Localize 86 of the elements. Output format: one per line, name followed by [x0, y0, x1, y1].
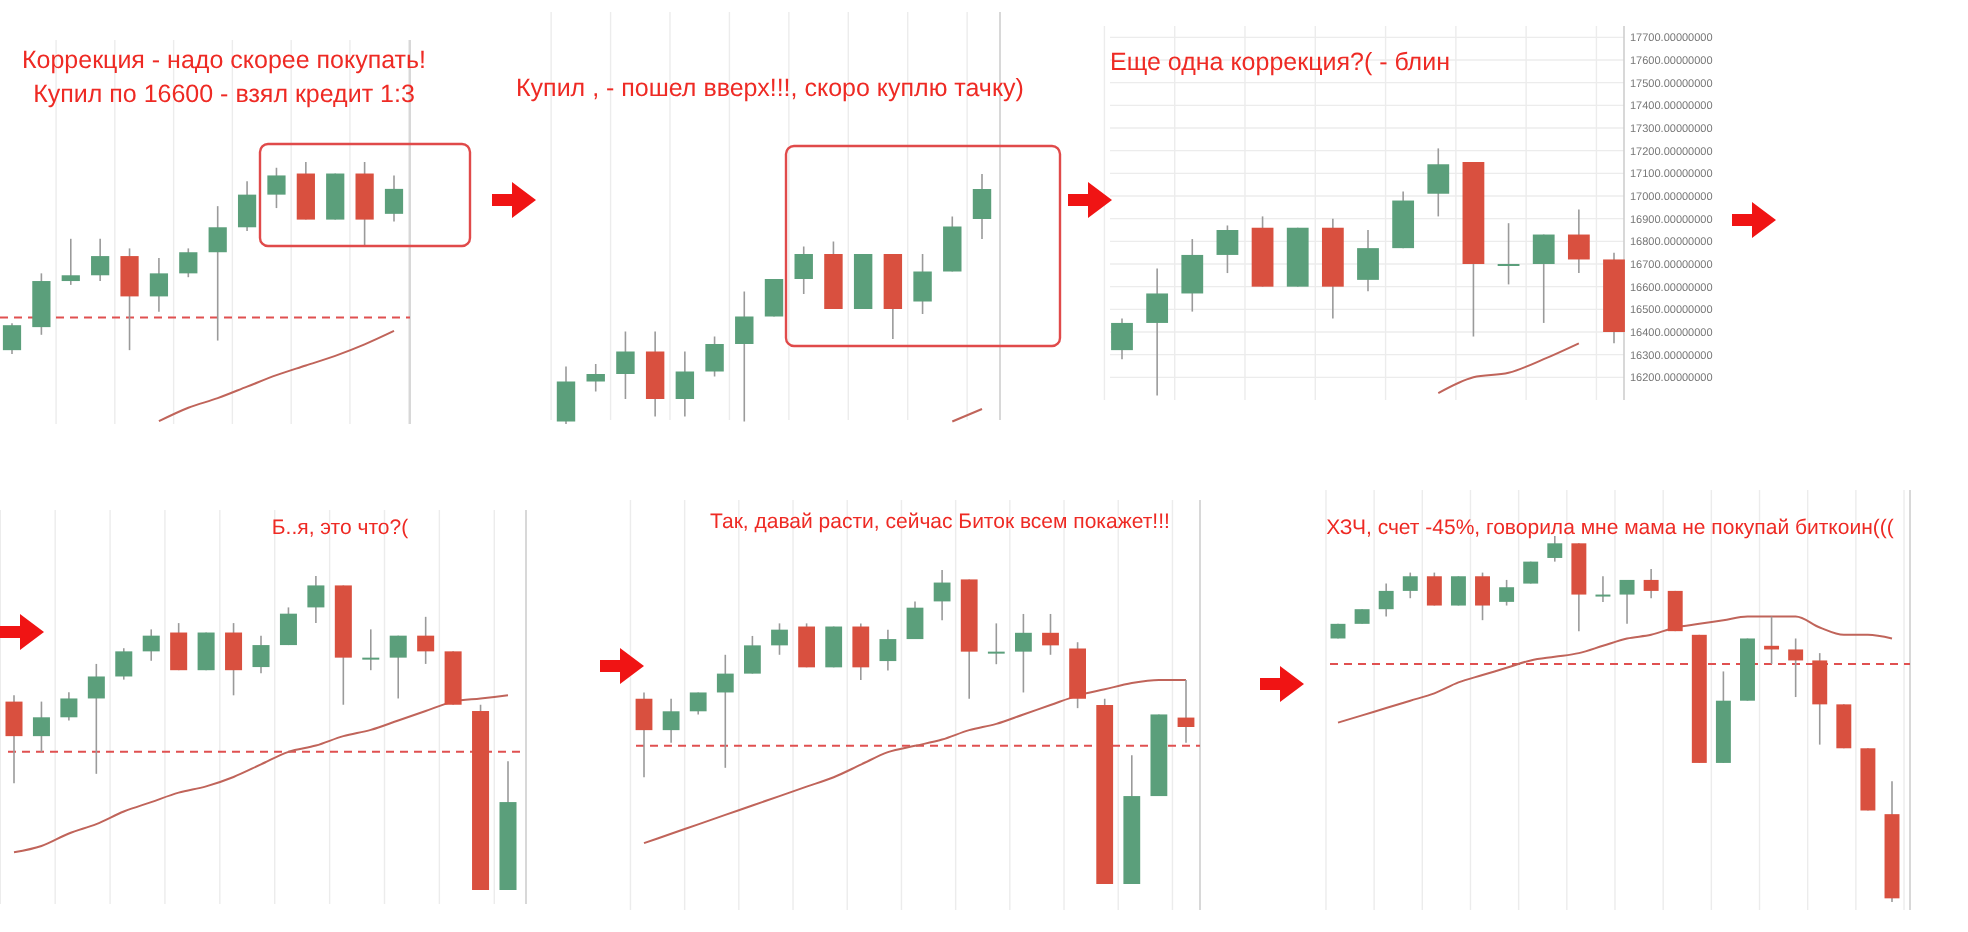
candlestick	[384, 174, 404, 223]
candlestick	[1812, 652, 1828, 746]
candlestick	[1378, 582, 1394, 618]
candlestick	[1547, 535, 1563, 563]
candlestick	[87, 663, 105, 775]
line-series	[1437, 342, 1580, 395]
candlestick	[798, 622, 815, 669]
candlestick	[326, 172, 345, 221]
candlestick	[296, 161, 315, 221]
candlestick	[1357, 229, 1379, 292]
candlestick	[879, 628, 897, 672]
candlestick	[1595, 575, 1611, 603]
candlestick	[933, 569, 951, 622]
candlestick	[279, 606, 297, 646]
chart-title: Купил , - пошел вверх!!!, скоро куплю тачку)	[516, 74, 1024, 102]
chart-title: Так, давай расти, сейчас Биток всем покажет!!!	[710, 510, 1170, 534]
chart-title: ХЗЧ, счет -45%, говорила мне мама не покупай биткоин(((	[1326, 516, 1895, 540]
candlestick	[972, 173, 992, 240]
candlestick	[913, 253, 932, 315]
candlestick	[852, 622, 870, 681]
candlestick	[1177, 679, 1195, 744]
candlestick	[1532, 233, 1555, 324]
candlestick	[91, 238, 110, 282]
candlestick	[362, 628, 380, 671]
chart-title: Б..я, это что?(	[271, 516, 410, 540]
candlestick	[5, 694, 23, 785]
candlestick	[1015, 613, 1032, 694]
candlestick	[1146, 267, 1169, 397]
candlestick	[1499, 579, 1515, 607]
candlestick	[616, 330, 635, 400]
candlestick	[735, 290, 754, 423]
candlestick	[149, 257, 169, 313]
candlestick	[662, 697, 680, 744]
candlestick	[208, 205, 227, 342]
candlestick	[906, 600, 924, 640]
candlestick	[794, 245, 813, 295]
candlestick	[389, 634, 407, 700]
candlestick	[237, 180, 257, 232]
candlestick	[1392, 190, 1415, 249]
candlestick	[1450, 575, 1466, 607]
candlestick	[61, 238, 80, 286]
candlestick	[1426, 571, 1442, 607]
candlestick	[225, 622, 243, 697]
candlestick	[645, 330, 665, 418]
candlestick	[32, 700, 50, 753]
candlestick	[771, 622, 788, 656]
candlestick	[675, 350, 695, 418]
candlestick	[1402, 571, 1418, 600]
candlestick	[120, 247, 139, 351]
candlestick	[635, 691, 653, 779]
candlestick	[142, 628, 160, 662]
candlestick	[1427, 147, 1450, 218]
candlestick	[1497, 222, 1520, 286]
candlestick	[556, 365, 576, 425]
candlestick	[943, 215, 962, 273]
candlestick	[179, 247, 198, 278]
candlestick	[586, 363, 605, 393]
chart-title: Коррекция - надо скорее покупать!	[21, 46, 427, 74]
candlestick	[1567, 208, 1590, 274]
candlestick	[689, 691, 707, 716]
candlestick	[1042, 613, 1059, 656]
candlestick	[744, 635, 761, 675]
chart-subtitle: Купил по 16600 - взял кредит 1:3	[33, 80, 415, 108]
candlestick	[1475, 571, 1490, 621]
candlestick	[1643, 568, 1659, 600]
candlestick	[1181, 238, 1204, 313]
candlestick	[1619, 579, 1635, 625]
candlestick	[1788, 637, 1804, 698]
candlestick	[716, 653, 734, 769]
candlestick	[764, 278, 784, 318]
candlestick	[115, 647, 133, 681]
candlestick	[307, 575, 325, 624]
text: Еще одна коррекция?( - блин	[1109, 48, 1451, 76]
candlestick	[417, 616, 435, 665]
candlestick	[32, 272, 51, 336]
candlestick	[60, 691, 78, 722]
candlestick	[1836, 703, 1852, 750]
candlestick	[1216, 224, 1239, 274]
candlestick	[355, 161, 374, 248]
candlestick	[1111, 317, 1133, 360]
candlestick	[2, 322, 22, 355]
candlestick	[170, 622, 188, 671]
candlestick	[267, 166, 286, 209]
candlestick	[987, 622, 1005, 665]
candlestick	[252, 634, 270, 675]
candlestick	[705, 335, 724, 378]
